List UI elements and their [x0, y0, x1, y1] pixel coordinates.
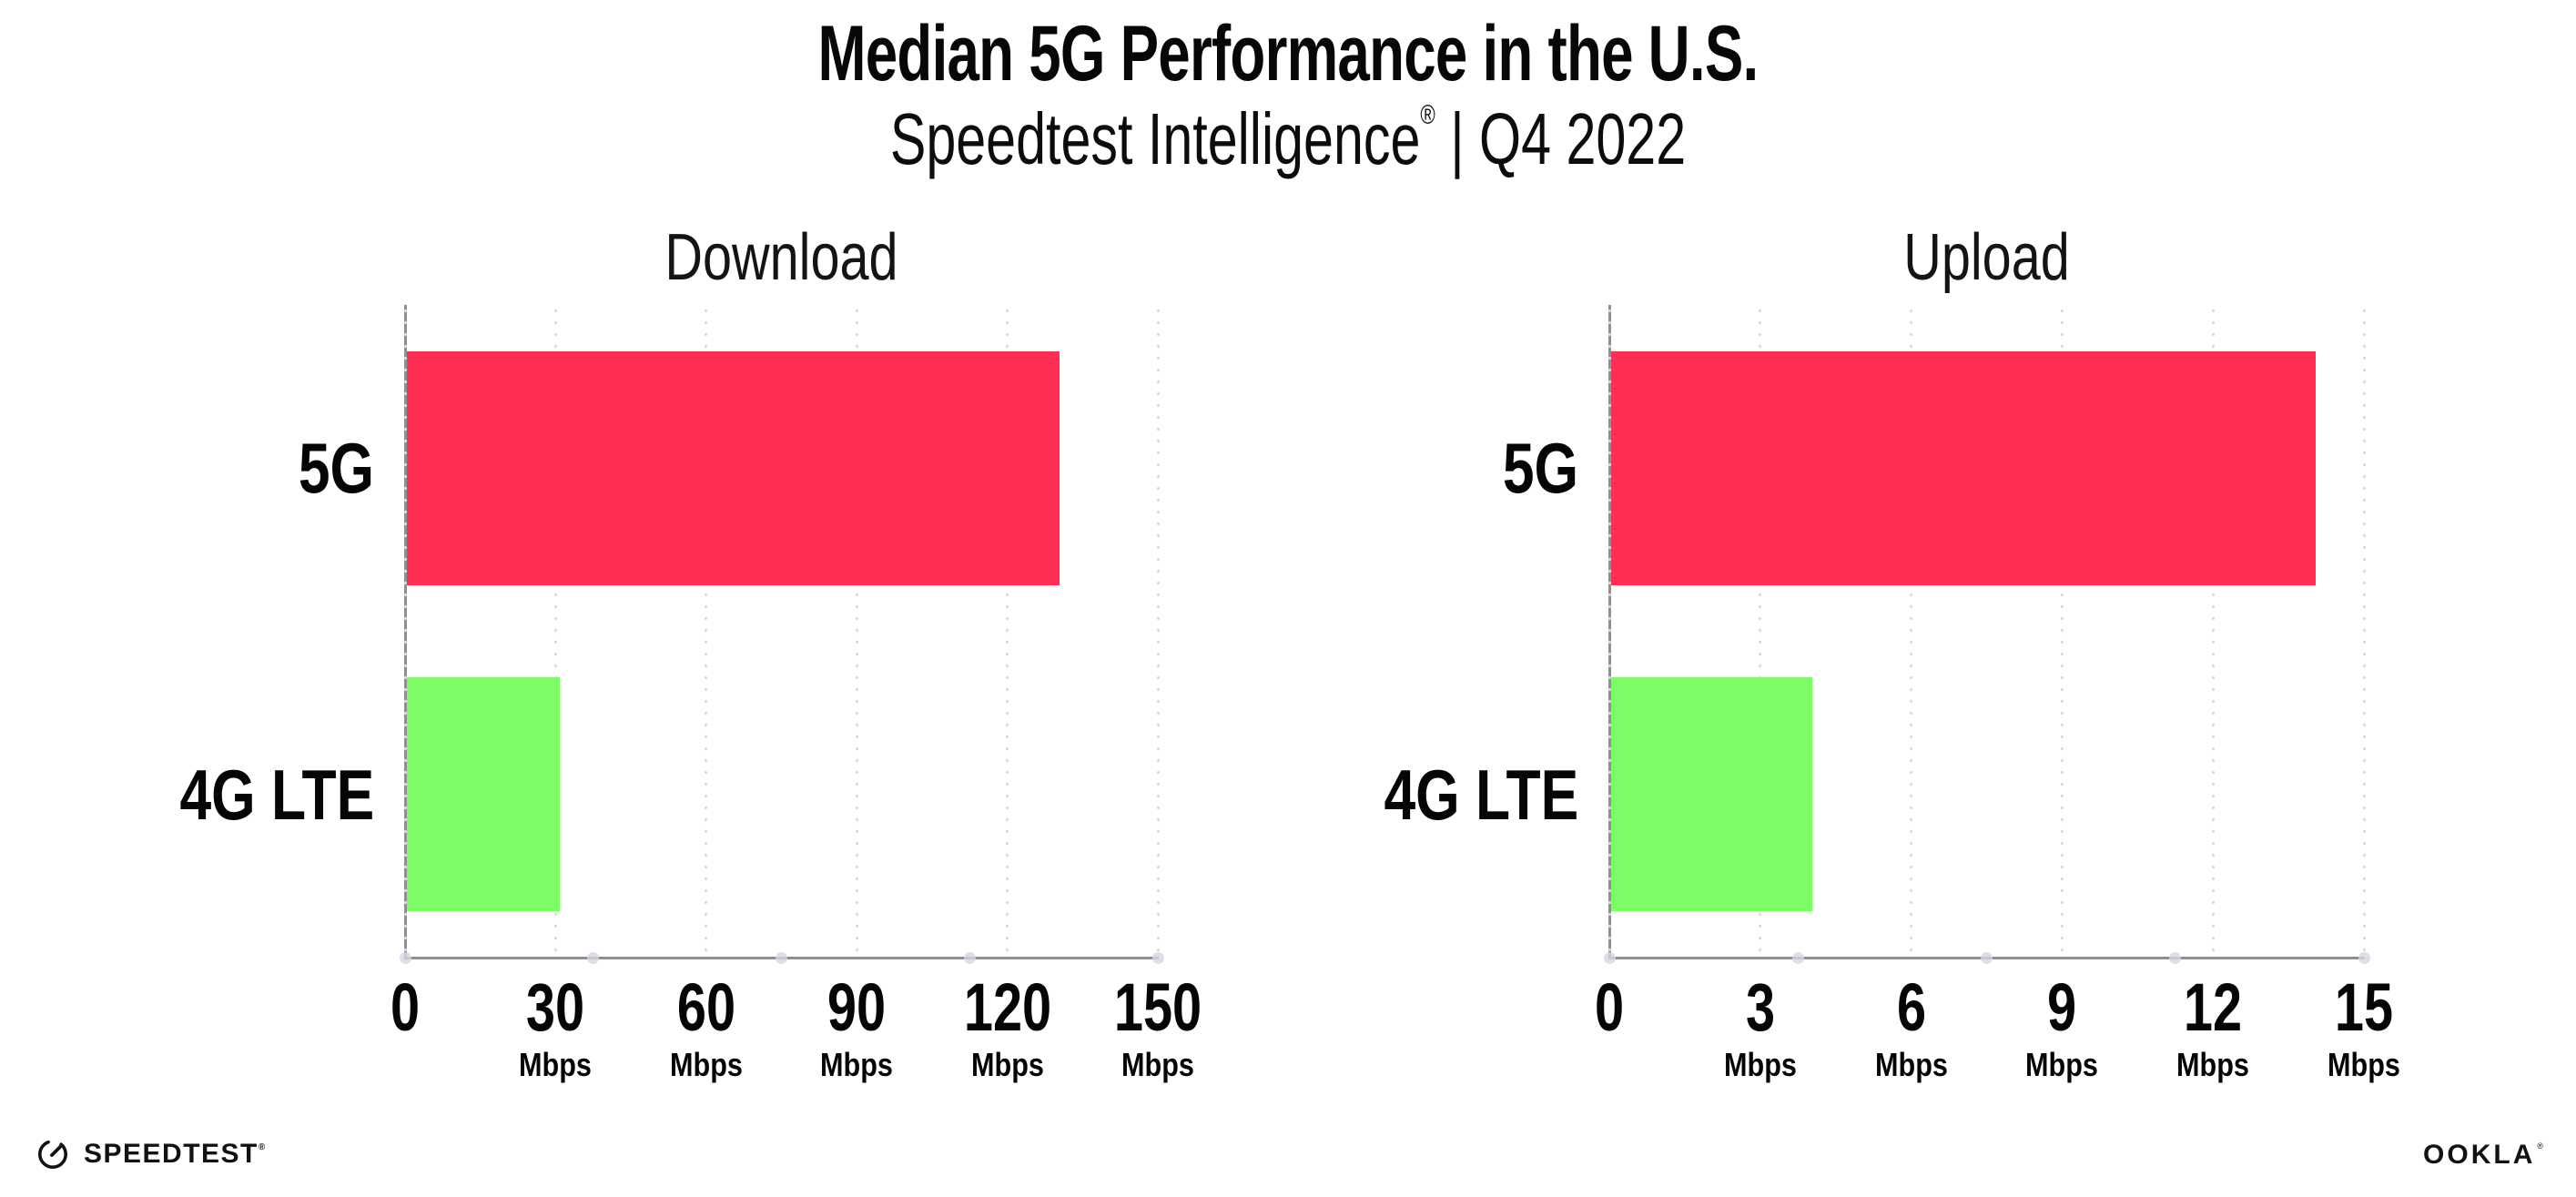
x-tick-unit: Mbps	[970, 1046, 1044, 1083]
subtitle-brand: Speedtest Intelligence	[889, 98, 1421, 179]
gridline	[855, 305, 858, 958]
axis-dot	[399, 952, 411, 964]
download-chart-title: Download	[664, 221, 898, 294]
gridline	[2060, 305, 2064, 958]
x-tick-unit: Mbps	[2025, 1046, 2099, 1083]
x-tick-label: 6	[1896, 969, 1926, 1045]
upload-chart: Upload 5G 4G LTE 0 3 Mbps 6 Mbps 9 Mbps 12 Mbps 15 M…	[1384, 225, 2400, 1081]
axis-dot	[587, 952, 600, 964]
gridline	[1759, 305, 1762, 958]
category-label: 4G LTE	[179, 754, 374, 835]
x-tick-label: 0	[390, 969, 421, 1045]
registered-mark-icon: ®	[1420, 100, 1435, 130]
bar-4g-lte	[1611, 677, 1813, 912]
x-tick-unit: Mbps	[2176, 1046, 2250, 1083]
subtitle-period: | Q4 2022	[1435, 98, 1687, 179]
speedtest-wordmark: SPEEDTEST®	[84, 1141, 265, 1168]
x-tick-label: 0	[1594, 969, 1625, 1045]
speedtest-label: SPEEDTEST	[84, 1139, 259, 1169]
bar-5g	[1611, 350, 2316, 585]
axis-dot	[1791, 952, 1804, 964]
upload-chart-title: Upload	[1903, 221, 2070, 294]
axis-dot	[776, 952, 787, 964]
axis-dot	[963, 952, 976, 964]
speedometer-gauge-icon	[38, 1140, 67, 1169]
x-tick-unit: Mbps	[519, 1046, 593, 1083]
bar-5g	[407, 350, 1060, 585]
gridline	[553, 305, 557, 958]
x-tick-label: 12	[2184, 969, 2243, 1045]
x-tick-label: 3	[1745, 969, 1775, 1045]
x-tick-unit: Mbps	[1723, 1046, 1797, 1083]
gridline	[1006, 305, 1009, 958]
axis-dot	[2169, 952, 2182, 964]
ookla-logo: OOKLA ®	[2423, 1141, 2543, 1169]
page-title: Median 5G Performance in the U.S.	[817, 10, 1760, 97]
x-tick-unit: Mbps	[669, 1046, 743, 1083]
speedtest-logo: SPEEDTEST®	[36, 1138, 265, 1171]
category-label: 5G	[1502, 428, 1578, 509]
bar-4g-lte	[407, 677, 561, 912]
gridline	[2362, 305, 2366, 958]
registered-mark-icon: ®	[2537, 1141, 2543, 1151]
axis-dot	[1981, 952, 1993, 964]
ookla-wordmark: OOKLA	[2423, 1140, 2536, 1170]
category-label: 4G LTE	[1384, 754, 1578, 835]
gridline	[2211, 305, 2215, 958]
category-label: 5G	[298, 428, 374, 509]
gridline	[1910, 305, 1913, 958]
x-tick-unit: Mbps	[2328, 1046, 2400, 1083]
download-chart: Download 5G 4G LTE 0 30 Mbps 60 Mbps 90 Mbps 120 M…	[179, 225, 1202, 1081]
x-tick-label: 90	[827, 969, 887, 1045]
x-tick-unit: Mbps	[820, 1046, 894, 1083]
x-tick-label: 120	[963, 969, 1051, 1045]
x-tick-unit: Mbps	[1121, 1046, 1194, 1083]
gridline	[1607, 305, 1611, 958]
x-tick-label: 150	[1113, 969, 1202, 1045]
axis-dot	[1151, 952, 1164, 964]
axis-dot	[2358, 952, 2370, 964]
x-tick-label: 15	[2334, 969, 2394, 1045]
registered-mark-icon: ®	[258, 1142, 266, 1152]
gridline	[1156, 305, 1160, 958]
x-tick-label: 60	[676, 969, 735, 1045]
page-subtitle: Speedtest Intelligence® | Q4 2022	[335, 102, 2241, 176]
gridline	[403, 305, 407, 958]
x-tick-unit: Mbps	[1874, 1046, 1948, 1083]
x-tick-label: 9	[2047, 969, 2077, 1045]
gridline	[705, 305, 708, 958]
axis-dot	[1603, 952, 1616, 964]
x-tick-label: 30	[526, 969, 585, 1045]
